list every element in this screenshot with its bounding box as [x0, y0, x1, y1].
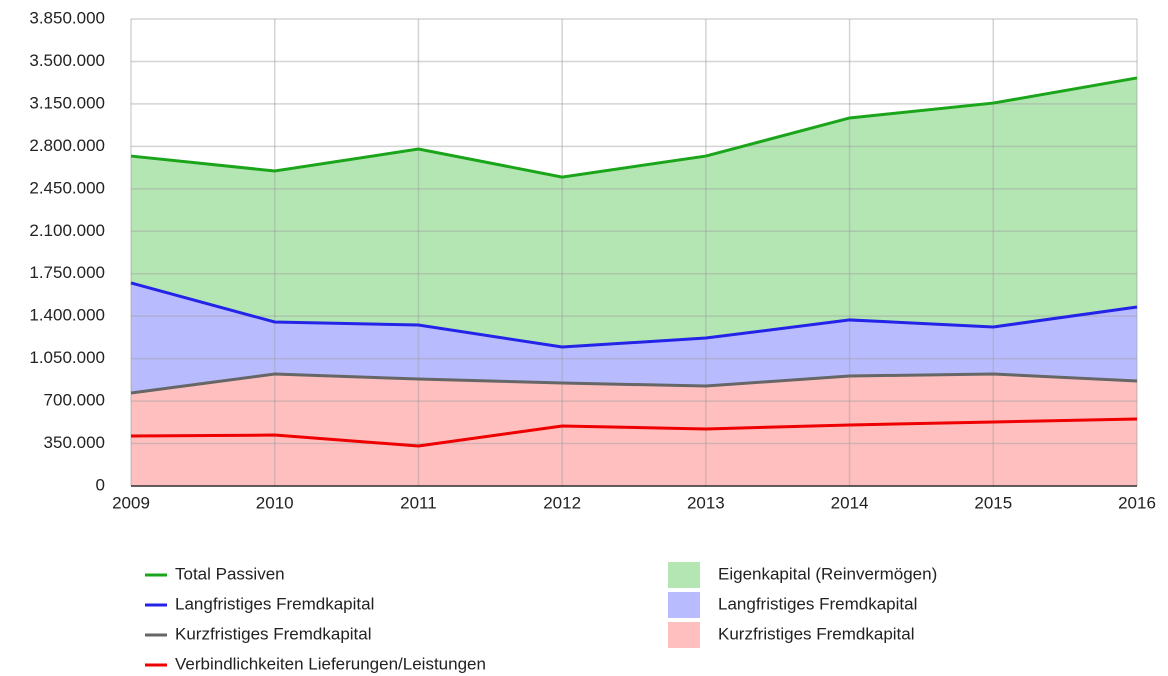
- y-tick-label: 700.000: [44, 391, 105, 410]
- legend-swatch: [668, 562, 700, 588]
- y-tick-label: 1.750.000: [29, 263, 105, 282]
- legend-swatch: [668, 592, 700, 618]
- y-tick-label: 1.050.000: [29, 348, 105, 367]
- line: [130, 281, 1138, 349]
- y-tick-label: 1.400.000: [29, 306, 105, 325]
- x-tick-label: 2012: [543, 493, 581, 512]
- y-tick-label: 2.800.000: [29, 136, 105, 155]
- legend-swatch: [668, 622, 700, 648]
- line: [130, 372, 1138, 395]
- area: [131, 77, 1137, 347]
- area: [131, 374, 1137, 486]
- y-tick-label: 3.500.000: [29, 51, 105, 70]
- line: [130, 76, 1138, 179]
- y-tick-label: 2.450.000: [29, 178, 105, 197]
- x-tick-label: 2013: [687, 493, 725, 512]
- legend-label: Total Passiven: [175, 564, 285, 583]
- line: [130, 417, 1138, 448]
- x-tick-label: 2015: [974, 493, 1012, 512]
- legend-label: Eigenkapital (Reinvermögen): [718, 564, 937, 583]
- legend-label: Verbindlichkeiten Lieferungen/Leistungen: [175, 654, 486, 673]
- legend-label: Kurzfristiges Fremdkapital: [718, 624, 915, 643]
- y-tick-label: 0: [96, 475, 105, 494]
- y-tick-label: 350.000: [44, 433, 105, 452]
- x-tick-label: 2010: [256, 493, 294, 512]
- y-tick-label: 3.150.000: [29, 93, 105, 112]
- x-tick-label: 2014: [831, 493, 869, 512]
- area: [131, 282, 1137, 393]
- x-tick-label: 2009: [112, 493, 150, 512]
- legend-label: Langfristiges Fremdkapital: [175, 594, 374, 613]
- legend-label: Langfristiges Fremdkapital: [718, 594, 917, 613]
- y-tick-label: 2.100.000: [29, 221, 105, 240]
- x-tick-label: 2016: [1118, 493, 1156, 512]
- legend-label: Kurzfristiges Fremdkapital: [175, 624, 372, 643]
- y-tick-label: 3.850.000: [29, 8, 105, 27]
- x-tick-label: 2011: [400, 493, 437, 512]
